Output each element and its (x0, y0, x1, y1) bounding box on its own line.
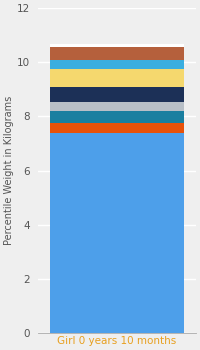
Bar (50, 44, 184, 47)
Bar (50, 102, 184, 111)
Bar (50, 47, 184, 60)
Bar (50, 123, 184, 133)
Bar (50, 133, 184, 333)
Bar (50, 111, 184, 123)
Bar (50, 87, 184, 101)
Bar (50, 60, 184, 69)
Y-axis label: Percentile Weight in Kilograms: Percentile Weight in Kilograms (4, 96, 14, 245)
Bar (50, 69, 184, 87)
